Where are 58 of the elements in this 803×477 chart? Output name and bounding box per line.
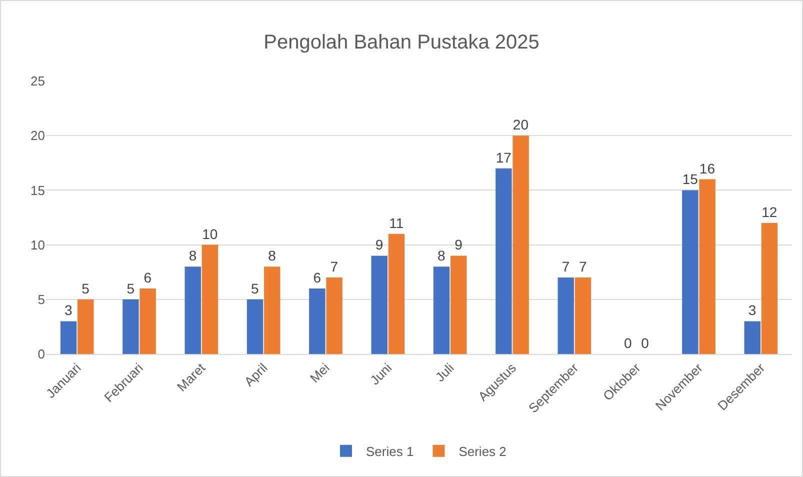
bar [450,256,467,354]
x-tick-label: Juni [367,360,395,388]
data-label: 16 [699,160,716,176]
x-tick-label: Mei [307,360,333,386]
data-label: 8 [268,248,276,264]
data-label: 0 [641,335,650,351]
chart-title: Pengolah Bahan Pustaka 2025 [264,31,540,54]
data-label: 17 [496,149,512,166]
data-label: 7 [578,258,587,275]
bar [761,222,778,354]
bar [371,256,388,354]
bar [496,168,512,354]
data-label: 7 [562,258,570,275]
data-label: 5 [82,280,90,296]
bar [433,266,450,354]
bar [388,234,405,354]
bar [78,299,94,354]
bar [744,321,760,354]
data-label: 3 [64,302,73,318]
data-label: 0 [624,335,632,351]
data-label: 15 [682,171,698,188]
bar [140,288,156,354]
bar [309,288,326,354]
data-label: 8 [438,248,446,264]
data-label: 12 [762,204,778,220]
bar [202,244,218,354]
data-label: 11 [389,214,404,231]
data-label: 9 [454,236,463,253]
bar [574,278,592,354]
bar [60,321,77,354]
data-label: 6 [313,269,322,286]
data-label: 3 [748,302,756,318]
data-label: 9 [375,236,384,253]
bar [682,190,698,354]
y-tick-label: 10 [30,237,45,252]
x-tick-label: Juli [432,360,457,385]
y-tick-label: 25 [30,74,45,89]
bar [699,179,716,354]
bar [558,278,574,354]
legend-label: Series 1 [366,444,414,459]
bar [326,278,342,354]
bar [122,299,139,354]
bar [512,136,529,354]
data-label: 5 [126,280,135,296]
bar [184,266,201,354]
y-tick-label: 0 [38,346,45,362]
y-tick-label: 20 [30,128,45,144]
data-label: 20 [512,116,529,133]
data-label: 10 [202,226,218,242]
y-tick-label: 5 [38,292,45,307]
legend-label: Series 2 [458,444,506,459]
bar [246,299,264,354]
data-label: 8 [188,248,197,264]
data-label: 7 [330,258,338,275]
data-label: 5 [251,280,260,296]
bar [264,266,280,354]
y-tick-label: 15 [30,182,45,198]
data-label: 6 [144,269,152,286]
